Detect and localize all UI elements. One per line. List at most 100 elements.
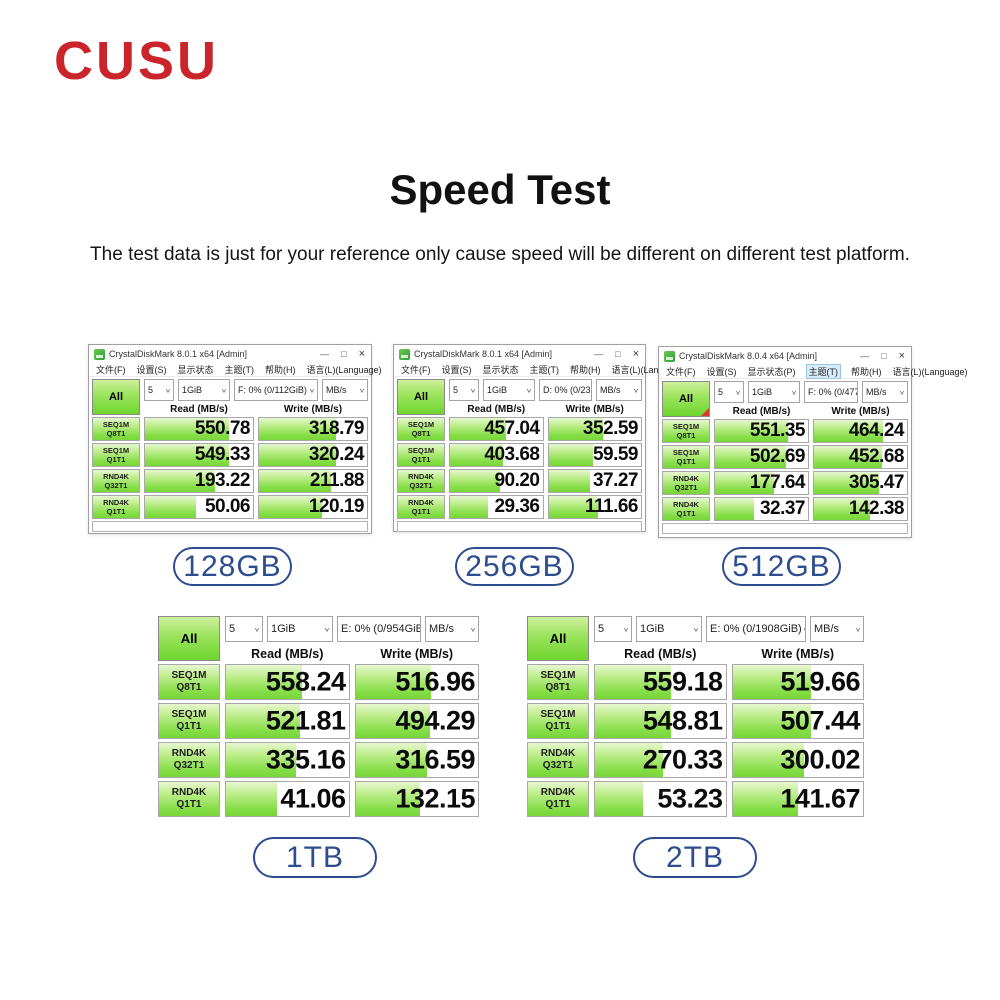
unit-select[interactable]: MB/s v (425, 616, 479, 642)
minimize-button[interactable]: — (594, 349, 604, 359)
bar-fill (259, 418, 336, 440)
test-label: RND4K Q1T1 (662, 497, 710, 521)
menu-item[interactable]: 设置(S) (136, 364, 167, 375)
menu-item[interactable]: 帮助(H) (851, 366, 882, 377)
test-queue: Q8T1 (106, 429, 126, 438)
write-result-cell: 464.24 (813, 419, 908, 443)
minimize-button[interactable]: — (320, 349, 330, 359)
menu-item[interactable]: 设置(S) (706, 366, 737, 377)
read-result-cell: 551.35 (714, 419, 809, 443)
speed-value: 502.69 (749, 446, 806, 467)
close-button[interactable]: × (632, 348, 639, 360)
all-button[interactable]: All (527, 616, 589, 661)
unit-select[interactable]: MB/s v (862, 381, 908, 403)
menu-item[interactable]: 文件(F) (96, 364, 126, 375)
chevron-down-icon: v (471, 625, 475, 633)
benchmark-window-128gb: CrystalDiskMark 8.0.1 x64 [Admin] — □ × 文件(F… (88, 344, 382, 534)
all-button[interactable]: All (397, 379, 445, 415)
test-name: SEQ1M (171, 670, 207, 681)
test-size-select[interactable]: 1GiB v (178, 379, 230, 401)
bar-fill (145, 418, 230, 440)
test-label: SEQ1M Q8T1 (662, 419, 710, 443)
bar-fill (259, 496, 322, 518)
target-drive-select[interactable]: D: 0% (0/238GiB)v (539, 379, 592, 401)
target-drive-select[interactable]: E: 0% (0/1908GiB)v (706, 616, 806, 642)
menu-item[interactable]: 帮助(H) (570, 364, 601, 375)
unit-select[interactable]: MB/s v (322, 379, 368, 401)
bar-fill (355, 782, 421, 816)
speed-value: 318.79 (308, 418, 365, 439)
all-button[interactable]: All (158, 616, 220, 661)
combo-value: MB/s (600, 385, 621, 395)
test-queue: Q1T1 (411, 507, 431, 516)
bar-fill (595, 743, 663, 777)
maximize-button[interactable]: □ (881, 351, 887, 361)
speed-value: 59.59 (592, 444, 639, 465)
test-queue: Q32T1 (173, 760, 205, 771)
menu-item[interactable]: 语言(L)(Language) (892, 366, 968, 377)
maximize-button[interactable]: □ (615, 349, 621, 359)
menu-item[interactable]: 文件(F) (666, 366, 696, 377)
write-result-cell: 516.96 (354, 664, 479, 700)
test-queue: Q8T1 (676, 431, 696, 440)
menu-item[interactable]: 主题(T) (805, 363, 841, 379)
menu-item[interactable]: 显示状态 (177, 364, 214, 375)
minimize-button[interactable]: — (860, 351, 870, 361)
menu-item[interactable]: 主题(T) (224, 364, 255, 375)
bar-fill (595, 704, 671, 738)
menu-item[interactable]: 主题(T) (529, 364, 560, 375)
target-drive-select[interactable]: E: 0% (0/954GiB)v (337, 616, 421, 642)
menu-item[interactable]: 语言(L)(Language) (306, 364, 382, 375)
close-button[interactable]: × (358, 348, 365, 360)
combo-value: 5 (453, 385, 459, 395)
test-name: SEQ1M (672, 448, 700, 457)
test-size-select[interactable]: 1GiB v (748, 381, 800, 403)
target-drive-select[interactable]: F: 0% (0/112GiB) v (234, 379, 318, 401)
target-drive-select[interactable]: F: 0% (0/477GiB)v (804, 381, 858, 403)
all-button[interactable]: All (92, 379, 140, 415)
bar-fill (226, 665, 302, 699)
test-size-select[interactable]: 1GiB v (636, 616, 702, 642)
test-size-select[interactable]: 1GiB v (267, 616, 333, 642)
menu-item[interactable]: 设置(S) (441, 364, 472, 375)
menu-item[interactable]: 帮助(H) (265, 364, 296, 375)
combo-value: E: 0% (0/954GiB) (341, 623, 421, 635)
bar-fill (259, 470, 332, 492)
bar-fill (732, 704, 811, 738)
combo-value: MB/s (814, 623, 840, 635)
test-queue: Q1T1 (676, 509, 696, 518)
menu-item[interactable]: 语言(L)(Language) (611, 364, 687, 375)
menu-item[interactable]: 显示状态 (482, 364, 519, 375)
speed-value: 270.33 (642, 744, 723, 775)
capacity-pill-2tb: 2TB (633, 837, 757, 878)
page-subtitle: The test data is just for your reference… (90, 244, 910, 265)
test-queue: Q1T1 (176, 721, 202, 732)
test-name: RND4K (673, 500, 699, 509)
test-size-select[interactable]: 1GiB v (483, 379, 535, 401)
write-result-cell: 318.79 (258, 417, 368, 441)
menu-item[interactable]: 文件(F) (401, 364, 431, 375)
read-result-cell: 457.04 (449, 417, 544, 441)
chevron-down-icon: v (900, 388, 904, 396)
speed-value: 516.96 (395, 666, 475, 697)
bar-fill (355, 704, 431, 738)
maximize-button[interactable]: □ (341, 349, 347, 359)
read-header: Read (MB/s) (251, 647, 324, 661)
read-result-cell: 50.06 (144, 495, 254, 519)
unit-select[interactable]: MB/s v (596, 379, 642, 401)
menu-item[interactable]: 显示状态(P) (747, 366, 796, 377)
read-result-cell: 90.20 (449, 469, 544, 493)
unit-select[interactable]: MB/s v (810, 616, 864, 642)
speed-value: 558.24 (265, 666, 346, 697)
all-button[interactable]: All (662, 381, 710, 417)
close-button[interactable]: × (898, 350, 905, 362)
